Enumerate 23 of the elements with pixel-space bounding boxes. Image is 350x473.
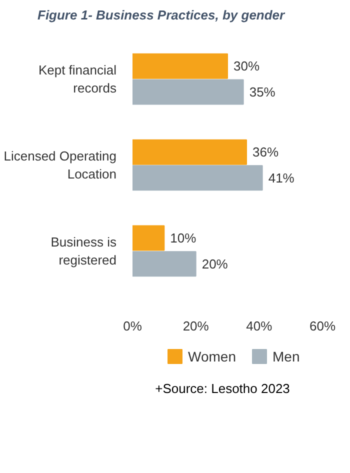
y-tick-label: Business is registered (50, 234, 117, 268)
data-label: 20% (202, 256, 228, 272)
bar (132, 251, 196, 277)
x-tick-label: 20% (182, 318, 210, 334)
y-tick-label: Licensed Operating Location (4, 148, 117, 182)
x-tick-label: 0% (123, 318, 142, 334)
legend-label: Women (188, 348, 236, 364)
bar (132, 165, 263, 191)
bar (132, 79, 244, 105)
data-label: 10% (170, 230, 197, 246)
bar (132, 139, 247, 165)
y-tick-label: Kept financial records (38, 62, 117, 96)
data-label: 36% (252, 144, 279, 160)
bar (132, 53, 228, 79)
text: +Source: Lesotho 2023 (155, 381, 290, 396)
data-label: 30% (234, 58, 260, 74)
chart-title: Figure 1- Business Practices, by gender (38, 8, 286, 22)
x-tick-label: 60% (309, 318, 336, 334)
bar (132, 225, 165, 251)
legend-label: Men (272, 348, 300, 364)
data-label: 35% (249, 84, 276, 100)
x-tick-label: 40% (246, 318, 273, 334)
data-label: 41% (268, 170, 295, 186)
